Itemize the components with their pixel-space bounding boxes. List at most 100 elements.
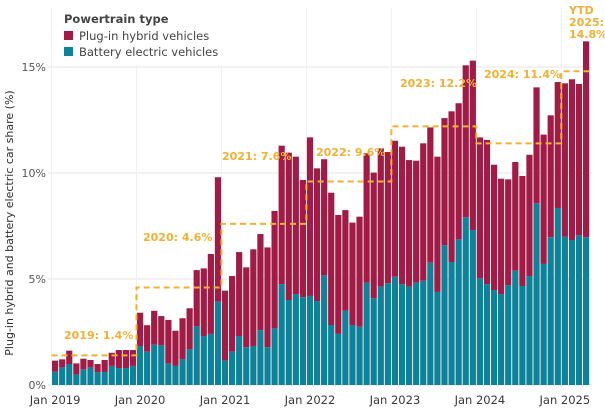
y-axis-title: Plug-in hybrid and battery electric car …	[3, 90, 16, 355]
annual-average-label: 2019: 1.4%	[64, 329, 133, 342]
bar-phev	[490, 164, 498, 291]
bar-bev	[193, 326, 200, 385]
bar-bev	[575, 235, 583, 385]
bar-bev	[80, 369, 87, 385]
annual-average-lines	[51, 70, 590, 357]
bar-phev	[129, 350, 137, 366]
bar-bev	[321, 275, 328, 385]
y-tick-label: 0%	[29, 379, 46, 392]
bar-phev	[73, 363, 80, 375]
bar-phev	[94, 364, 101, 373]
bar-bev	[229, 351, 236, 385]
bar-bev	[59, 367, 66, 385]
bar-phev	[441, 118, 448, 246]
bar-bev	[94, 372, 101, 385]
bar-phev	[370, 172, 377, 299]
bar-phev	[505, 179, 512, 286]
bar-phev	[406, 160, 413, 287]
bar-phev	[115, 350, 122, 369]
bar-bev	[108, 365, 115, 385]
bar-bev	[151, 344, 158, 385]
bar-phev	[243, 267, 250, 348]
annual-average-label: 14.8%	[569, 28, 605, 41]
bar-bev	[568, 239, 576, 385]
bar-phev	[568, 79, 576, 240]
bar-bev	[554, 207, 561, 385]
bar-phev	[87, 359, 94, 368]
annual-average-label: 2020: 4.6%	[143, 231, 212, 244]
bar-bev	[306, 295, 314, 385]
bar-bev	[207, 333, 214, 385]
bar-phev	[59, 359, 66, 368]
bar-phev	[483, 139, 491, 285]
bar-phev	[342, 210, 349, 311]
bar-phev	[575, 83, 583, 236]
bar-bev	[391, 276, 399, 385]
bar-bev	[519, 285, 526, 385]
bar-bev	[441, 245, 448, 385]
bar-phev	[80, 358, 87, 370]
bar-bev	[406, 286, 413, 385]
bar-phev	[349, 222, 356, 326]
bar-bev	[356, 326, 363, 385]
bar-bev	[115, 368, 122, 385]
bar-bev	[87, 367, 94, 385]
bar-phev	[136, 312, 144, 346]
bar-phev	[328, 192, 335, 326]
bar-bev	[292, 294, 299, 385]
bar-bev	[413, 282, 420, 385]
bar-bev	[490, 290, 498, 385]
bar-phev	[363, 153, 370, 283]
bar-bev	[136, 345, 144, 385]
bar-bev	[349, 325, 356, 385]
bar-bev	[505, 285, 512, 385]
bars	[52, 41, 590, 385]
annual-average-label: 2021: 7.6%	[222, 150, 291, 163]
bar-bev	[264, 347, 271, 385]
bar-bev	[583, 237, 590, 385]
legend-title: Powertrain type	[64, 12, 169, 26]
bar-bev	[370, 298, 377, 385]
bar-phev	[434, 156, 441, 292]
bar-bev	[243, 347, 250, 385]
bar-bev	[420, 280, 427, 385]
bar-bev	[512, 270, 519, 385]
bar-phev	[512, 161, 519, 271]
bar-phev	[151, 310, 158, 345]
bar-bev	[335, 333, 342, 385]
bar-phev	[179, 318, 186, 360]
bar-bev	[547, 237, 554, 385]
bar-phev	[469, 60, 476, 231]
y-tick-label: 15%	[22, 61, 46, 74]
bar-bev	[498, 294, 505, 385]
bar-bev	[533, 203, 540, 385]
bar-phev	[299, 179, 306, 298]
bar-bev	[73, 374, 80, 385]
x-tick-label: Jan 2024	[454, 393, 506, 407]
bar-phev	[420, 143, 427, 281]
bar-bev	[214, 301, 222, 385]
bar-phev	[540, 134, 547, 264]
annual-average-label: YTD	[568, 4, 594, 17]
bar-phev	[250, 249, 257, 346]
bar-phev	[313, 168, 321, 302]
bar-phev	[221, 290, 229, 361]
bar-phev	[172, 330, 179, 366]
y-tick-label: 5%	[29, 273, 46, 286]
legend-swatch-bev	[64, 47, 73, 56]
bar-bev	[271, 328, 278, 385]
legend-label-bev: Battery electric vehicles	[79, 45, 218, 59]
bar-bev	[101, 372, 108, 385]
legend-swatch-phev	[64, 31, 73, 40]
bar-bev	[469, 230, 476, 385]
bar-bev	[434, 291, 441, 385]
annual-average-label: 2023: 12.2%	[400, 77, 477, 90]
bar-bev	[427, 262, 434, 385]
bar-phev	[101, 359, 108, 373]
annual-average-step-line	[51, 70, 590, 357]
legend-label-phev: Plug-in hybrid vehicles	[79, 29, 209, 43]
bar-phev	[526, 154, 533, 277]
bar-phev	[257, 234, 264, 331]
bar-phev	[200, 268, 207, 337]
